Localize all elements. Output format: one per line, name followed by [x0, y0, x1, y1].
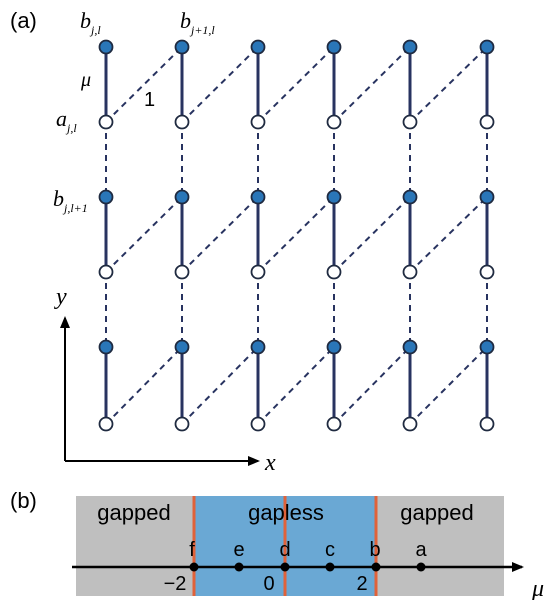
point-a-marker — [416, 562, 426, 572]
label-mu-bond: μ — [80, 69, 91, 91]
site-a-open — [250, 114, 266, 130]
point-c-marker — [325, 562, 335, 572]
site-b-filled — [250, 339, 266, 355]
site-b-filled — [174, 39, 190, 55]
mu-points — [189, 562, 426, 572]
mu-axis-label: μ — [531, 576, 544, 600]
diagonal-hopping-bond — [105, 46, 183, 123]
site-b-filled — [174, 339, 190, 355]
site-b-filled — [479, 189, 495, 205]
site-b-filled — [402, 339, 418, 355]
diagonal-hopping-bond — [409, 196, 488, 273]
region-label-gapless: gapless — [248, 500, 324, 525]
site-a-open — [174, 416, 190, 432]
site-b-filled — [174, 189, 190, 205]
site-b-filled — [326, 189, 342, 205]
site-b-filled — [326, 339, 342, 355]
site-a-open — [479, 416, 495, 432]
site-b-filled — [98, 189, 114, 205]
tick-label-minus-2: −2 — [164, 573, 187, 595]
point-f-marker — [189, 562, 199, 572]
point-label-a: a — [415, 539, 427, 561]
label-b-j-l: bj,l — [80, 8, 101, 37]
label-b-j1-l: bj+1,l — [180, 8, 215, 37]
point-label-c: c — [325, 539, 335, 561]
site-b-filled — [479, 39, 495, 55]
site-b-filled — [98, 339, 114, 355]
diagonal-hopping-bond — [409, 46, 488, 123]
x-axis-label: x — [264, 450, 276, 476]
label-a-j-l: aj,l — [56, 106, 77, 135]
site-a-open — [402, 114, 418, 130]
point-label-f: f — [189, 539, 195, 561]
region-label-gapped-left: gapped — [97, 500, 170, 525]
diagonal-hopping-bond — [333, 346, 411, 425]
diagonal-hopping-bond — [333, 196, 411, 273]
tick-label-0: 0 — [263, 573, 274, 595]
panel-a-label: (a) — [10, 8, 37, 33]
diagonal-hopping-bond — [105, 346, 183, 425]
point-label-b: b — [369, 539, 380, 561]
region-gapped-right — [376, 496, 504, 596]
site-b-filled — [250, 39, 266, 55]
lattice-sites — [98, 39, 495, 432]
site-a-open — [326, 416, 342, 432]
intracell-bonds — [104, 47, 489, 424]
site-b-filled — [402, 39, 418, 55]
tick-label-2: 2 — [356, 573, 367, 595]
site-a-open — [250, 264, 266, 280]
point-b-marker — [371, 562, 381, 572]
region-gapped-left — [76, 496, 194, 596]
site-a-open — [326, 114, 342, 130]
diagonal-hopping-bond — [257, 196, 335, 273]
diagonal-bonds — [105, 46, 488, 425]
diagonal-hopping-bond — [105, 196, 183, 273]
point-d-marker — [280, 562, 290, 572]
site-a-open — [326, 264, 342, 280]
site-b-filled — [479, 339, 495, 355]
site-b-filled — [402, 189, 418, 205]
diagonal-hopping-bond — [181, 196, 259, 273]
site-a-open — [402, 264, 418, 280]
diagonal-hopping-bond — [181, 346, 259, 425]
site-b-filled — [250, 189, 266, 205]
site-a-open — [98, 114, 114, 130]
diagonal-hopping-bond — [409, 346, 488, 425]
site-a-open — [98, 264, 114, 280]
region-label-gapped-right: gapped — [400, 500, 473, 525]
site-a-open — [402, 416, 418, 432]
site-b-filled — [326, 39, 342, 55]
site-a-open — [479, 114, 495, 130]
site-a-open — [98, 416, 114, 432]
site-a-open — [479, 264, 495, 280]
panel-b-label: (b) — [10, 488, 37, 513]
site-a-open — [174, 264, 190, 280]
diagonal-hopping-bond — [257, 346, 335, 425]
diagonal-hopping-bond — [181, 46, 259, 123]
diagonal-hopping-bond — [257, 46, 335, 123]
diagonal-hopping-bond — [333, 46, 411, 123]
point-label-d: d — [279, 539, 290, 561]
point-label-e: e — [233, 539, 244, 561]
interlayer-bonds — [105, 122, 488, 347]
site-b-filled — [98, 39, 114, 55]
y-axis-label: y — [54, 284, 67, 310]
site-a-open — [250, 416, 266, 432]
site-a-open — [174, 114, 190, 130]
label-b-j-l1: bj,l+1 — [53, 186, 88, 215]
lattice — [98, 39, 495, 432]
point-e-marker — [234, 562, 244, 572]
label-hopping-1: 1 — [144, 89, 155, 111]
